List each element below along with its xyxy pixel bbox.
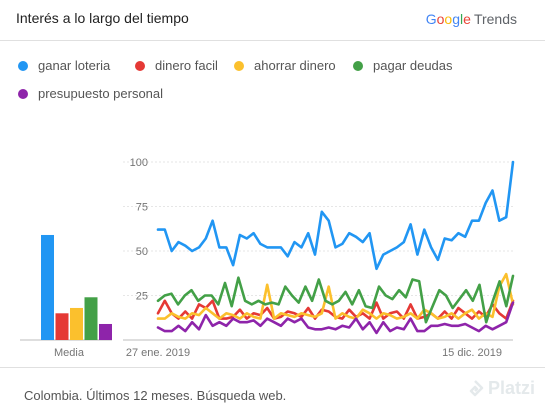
brand-letter-e: e	[463, 11, 471, 27]
platzi-watermark: Platzi	[466, 378, 535, 399]
legend-dot-icon	[18, 60, 28, 71]
footer-divider	[0, 367, 545, 368]
legend-dot-icon	[135, 60, 145, 71]
y-tick-label: 75	[136, 202, 148, 214]
legend-dot-icon	[234, 60, 244, 71]
legend-label: ahorrar dinero	[254, 58, 336, 73]
series-line-presupuesto-personal[interactable]	[156, 301, 515, 335]
average-bars: Media	[20, 234, 112, 359]
x-tick-label: 15 dic. 2019	[442, 347, 502, 359]
watermark-text: Platzi	[487, 378, 535, 398]
average-bar	[99, 323, 112, 340]
average-bar	[41, 234, 54, 340]
brand-letter-l: l	[460, 11, 464, 27]
average-bar	[70, 307, 83, 340]
platzi-logo-icon	[469, 379, 484, 396]
brand-product: Trends	[473, 11, 517, 27]
x-tick-label: 27 ene. 2019	[126, 347, 190, 359]
x-axis-labels: 27 ene. 2019 15 dic. 2019	[126, 347, 502, 359]
y-tick-label: 50	[136, 246, 148, 258]
series-line-pagar-deudas[interactable]	[156, 274, 515, 324]
series-line-ganar-loteria[interactable]	[156, 160, 515, 271]
average-bar	[55, 313, 69, 340]
brand-letter-o2: o	[444, 11, 453, 27]
legend-item-pagar-deudas[interactable]: pagar deudas	[353, 58, 453, 73]
y-tick-label: 25	[136, 291, 148, 303]
series-lines	[156, 160, 515, 335]
brand-letter-g: G	[425, 11, 437, 27]
legend-label: ganar loteria	[38, 58, 111, 73]
y-tick-label: 100	[130, 157, 148, 169]
legend-label: pagar deudas	[373, 58, 453, 73]
legend-item-presupuesto-personal[interactable]: presupuesto personal	[18, 86, 163, 101]
footer-note: Colombia. Últimos 12 meses. Búsqueda web…	[24, 388, 287, 403]
legend-dot-icon	[353, 60, 363, 71]
legend-label: dinero facil	[155, 58, 218, 73]
legend-item-dinero-facil[interactable]: dinero facil	[135, 58, 218, 73]
google-trends-logo[interactable]: Google Trends	[426, 11, 517, 27]
average-label: Media	[54, 347, 85, 359]
legend-dot-icon	[18, 88, 28, 99]
brand-letter-o1: o	[436, 11, 445, 27]
legend-item-ganar-loteria[interactable]: ganar loteria	[18, 58, 110, 73]
brand-letter-g2: g	[452, 11, 461, 27]
trends-chart[interactable]: Media 25 50 75 100 27 ene. 2019 15 dic. 2019	[0, 140, 545, 365]
series-line-ahorrar-dinero[interactable]	[156, 272, 515, 320]
legend-item-ahorrar-dinero[interactable]: ahorrar dinero	[234, 58, 336, 73]
chart-title: Interés a lo largo del tiempo	[16, 10, 189, 26]
average-bar	[84, 297, 98, 340]
legend-label: presupuesto personal	[38, 86, 164, 101]
header: Interés a lo largo del tiempo Google Tren…	[0, 0, 545, 40]
grid: 25 50 75 100	[123, 157, 513, 341]
header-divider	[0, 40, 545, 41]
